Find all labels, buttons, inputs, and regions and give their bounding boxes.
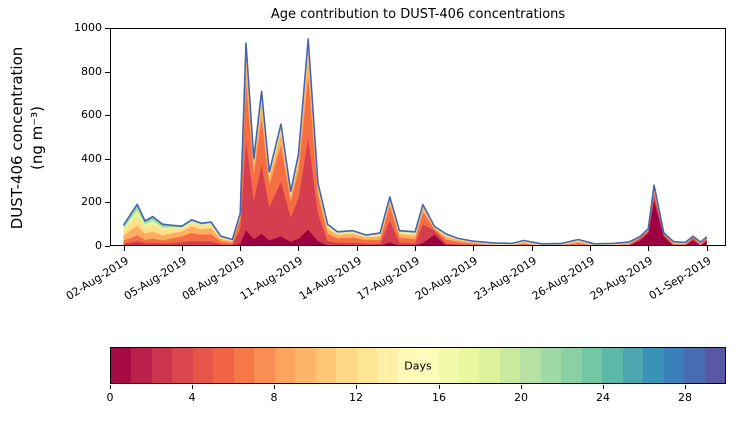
x-tick: [298, 246, 299, 251]
colorbar-cell: [233, 348, 255, 383]
colorbar-cell: [295, 348, 316, 383]
colorbar-tick-label: 20: [514, 391, 528, 404]
x-tick: [590, 246, 591, 251]
colorbar-cell: [684, 348, 705, 383]
y-tick-label: 600: [81, 108, 102, 121]
layer-age-26-30-days: [123, 38, 707, 245]
x-tick-label: 26-Aug-2019: [529, 254, 597, 303]
colorbar-tick-label: 0: [106, 391, 114, 404]
x-tick: [357, 246, 358, 251]
layer-age-6-10-days: [123, 74, 707, 246]
colorbar-cell: [336, 348, 357, 383]
y-tick-label: 400: [81, 152, 102, 165]
colorbar-tick: [603, 385, 604, 389]
x-tick: [182, 246, 183, 251]
colorbar-cell: [458, 348, 480, 383]
colorbar-cell: [111, 348, 132, 383]
total-concentration-line: [122, 38, 708, 245]
colorbar-cell: [131, 348, 152, 383]
colorbar-cell: [561, 348, 582, 383]
x-tick: [473, 246, 474, 251]
colorbar-tick-label: 16: [432, 391, 446, 404]
x-tick-label: 08-Aug-2019: [179, 254, 247, 303]
x-tick-label: 01-Sep-2019: [647, 254, 714, 303]
x-tick: [707, 246, 708, 251]
colorbar-cell: [397, 348, 419, 383]
layer-age-10-14-days: [123, 53, 707, 246]
y-tick: [105, 202, 110, 203]
colorbar-cell: [540, 348, 562, 383]
colorbar: Days: [110, 347, 726, 384]
x-tick-label: 20-Aug-2019: [412, 254, 480, 303]
y-tick-label: 0: [95, 239, 102, 252]
x-tick: [415, 246, 416, 251]
layer-age-14-18-days: [123, 45, 707, 246]
x-tick-label: 17-Aug-2019: [354, 254, 422, 303]
y-tick-label: 200: [81, 195, 102, 208]
colorbar-tick-label: 28: [678, 391, 692, 404]
y-axis-label: DUST-406 concentration (ng m⁻³): [7, 47, 48, 230]
colorbar-tick-label: 8: [270, 391, 278, 404]
x-tick: [124, 246, 125, 251]
x-tick: [648, 246, 649, 251]
x-tick-label: 02-Aug-2019: [63, 254, 131, 303]
layer-age-22-26-days: [123, 39, 707, 245]
y-tick: [105, 115, 110, 116]
colorbar-cell: [602, 348, 623, 383]
colorbar-cell: [151, 348, 173, 383]
chart-title: Age contribution to DUST-406 concentrati…: [270, 7, 566, 22]
colorbar-cell: [274, 348, 296, 383]
y-tick: [105, 72, 110, 73]
y-tick: [105, 28, 110, 29]
y-tick-label: 800: [81, 65, 102, 78]
colorbar-cell: [663, 348, 685, 383]
layer-age-18-22-days: [123, 41, 707, 245]
colorbar-cell: [377, 348, 398, 383]
colorbar-cell: [581, 348, 603, 383]
x-tick: [532, 246, 533, 251]
y-tick: [105, 246, 110, 247]
y-tick: [105, 159, 110, 160]
x-tick-label: 05-Aug-2019: [121, 254, 189, 303]
colorbar-cell: [315, 348, 337, 383]
colorbar-cell: [622, 348, 644, 383]
colorbar-tick: [685, 385, 686, 389]
colorbar-tick: [274, 385, 275, 389]
colorbar-cell: [438, 348, 459, 383]
colorbar-cell: [356, 348, 378, 383]
x-tick-label: 14-Aug-2019: [296, 254, 364, 303]
x-tick-label: 11-Aug-2019: [237, 254, 305, 303]
colorbar-tick-label: 12: [349, 391, 363, 404]
colorbar-cell: [704, 348, 726, 383]
colorbar-tick: [439, 385, 440, 389]
colorbar-tick: [356, 385, 357, 389]
x-tick-label: 29-Aug-2019: [587, 254, 655, 303]
stacked-area-chart: [110, 28, 726, 246]
colorbar-cell: [520, 348, 541, 383]
colorbar-tick: [192, 385, 193, 389]
y-axis-label-line1: DUST-406 concentration: [7, 46, 26, 230]
colorbar-tick: [521, 385, 522, 389]
colorbar-tick: [110, 385, 111, 389]
y-axis-label-line2: (ng m⁻³): [28, 105, 46, 171]
plot-area: [110, 28, 726, 246]
colorbar-tick-label: 24: [596, 391, 610, 404]
colorbar-cell: [643, 348, 664, 383]
colorbar-cell: [213, 348, 234, 383]
x-tick-label: 23-Aug-2019: [471, 254, 539, 303]
colorbar-tick-label: 4: [188, 391, 196, 404]
colorbar-cell: [172, 348, 193, 383]
colorbar-cell: [499, 348, 521, 383]
y-tick-label: 1000: [74, 21, 102, 34]
axes-frame: [110, 28, 726, 246]
colorbar-cell: [254, 348, 275, 383]
colorbar-cell: [418, 348, 439, 383]
colorbar-cell: [192, 348, 214, 383]
x-tick: [240, 246, 241, 251]
colorbar-cell: [479, 348, 500, 383]
